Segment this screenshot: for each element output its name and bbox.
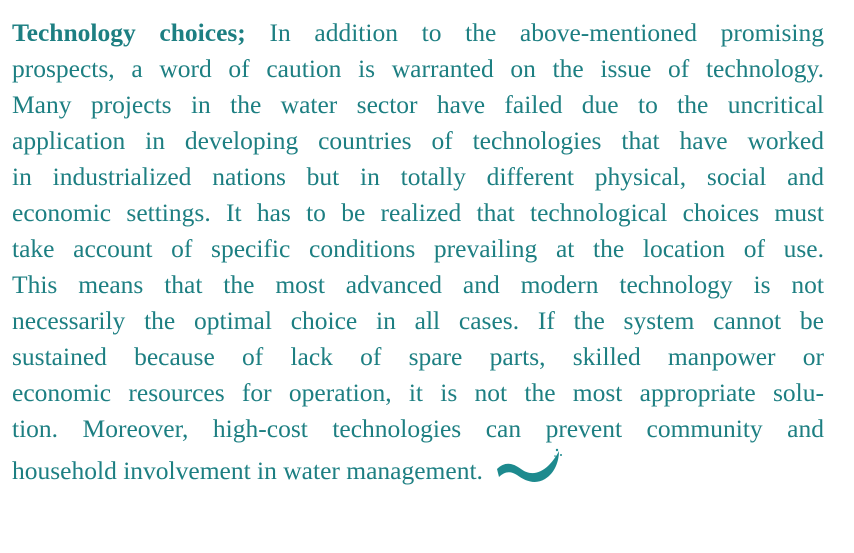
text-line: application in developing countries of t… xyxy=(12,123,824,159)
text: Many projects in the water sector have f… xyxy=(12,90,824,119)
text-line: necessarily the optimal choice in all ca… xyxy=(12,303,824,339)
text-line: This means that the most advanced and mo… xyxy=(12,267,824,303)
logo-swoosh xyxy=(495,447,567,487)
lead: Technology choices; xyxy=(12,18,246,47)
text-line: prospects, a word of caution is warrante… xyxy=(12,51,824,87)
text: In addition to the above-mentioned promi… xyxy=(269,18,824,47)
text: sustained because of lack of spare parts… xyxy=(12,342,824,371)
text: necessarily the optimal choice in all ca… xyxy=(12,306,824,335)
text-line: Technology choices; In addition to the a… xyxy=(12,15,824,51)
text-line: household involvement in water managemen… xyxy=(12,447,824,483)
text: tion. Moreover, high-cost technologies c… xyxy=(12,414,824,443)
text: take account of specific conditions prev… xyxy=(12,234,824,263)
text: This means that the most advanced and mo… xyxy=(12,270,824,299)
text-line: take account of specific conditions prev… xyxy=(12,231,824,267)
page: Technology choices; In addition to the a… xyxy=(0,0,854,553)
text-line: tion. Moreover, high-cost technologies c… xyxy=(12,411,824,447)
text-line: sustained because of lack of spare parts… xyxy=(12,339,824,375)
text: household involvement in water managemen… xyxy=(12,456,483,485)
paragraph: Technology choices; In addition to the a… xyxy=(12,15,854,483)
text: economic resources for operation, it is … xyxy=(12,378,824,407)
text-line: Many projects in the water sector have f… xyxy=(12,87,824,123)
text: economic settings. It has to be realized… xyxy=(12,198,824,227)
text-line: economic resources for operation, it is … xyxy=(12,375,824,411)
text-line: economic settings. It has to be realized… xyxy=(12,195,824,231)
text: application in developing countries of t… xyxy=(12,126,824,155)
text-line: in industrialized nations but in totally… xyxy=(12,159,824,195)
text: in industrialized nations but in totally… xyxy=(12,162,824,191)
text: prospects, a word of caution is warrante… xyxy=(12,54,824,83)
